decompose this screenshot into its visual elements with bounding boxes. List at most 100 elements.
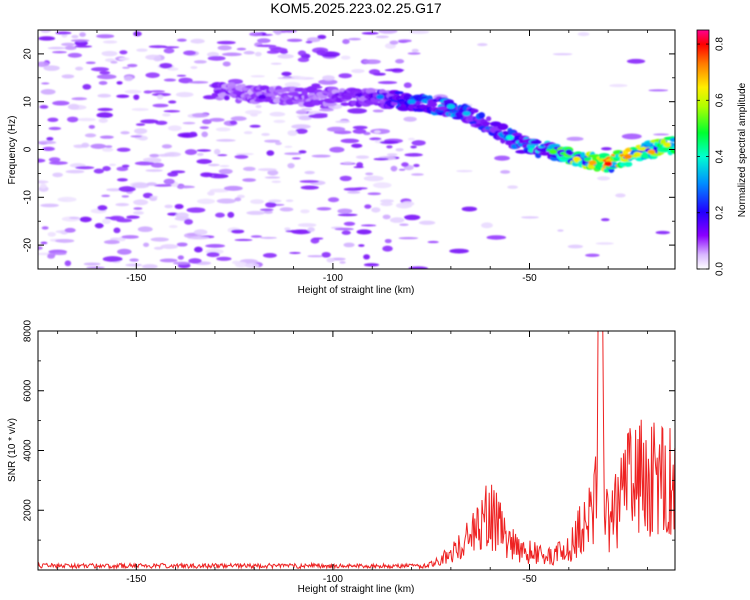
heatmap-cell xyxy=(143,242,150,247)
heatmap-cell xyxy=(382,245,393,252)
heatmap-cell xyxy=(341,96,353,100)
heatmap-cell xyxy=(158,153,171,157)
heatmap-cell xyxy=(497,123,509,131)
heatmap-cell xyxy=(246,210,266,215)
heatmap-cell xyxy=(145,169,163,172)
heatmap-cell xyxy=(243,131,253,135)
heatmap-cell xyxy=(40,241,48,245)
heatmap-cell xyxy=(102,166,111,172)
heatmap-cell xyxy=(223,95,230,101)
heatmap-cell xyxy=(507,185,519,189)
colorbar-tick-label: 0.4 xyxy=(715,149,726,163)
heatmap-peak xyxy=(376,94,385,100)
heatmap-cell xyxy=(140,119,159,124)
heatmap-cell xyxy=(124,89,142,94)
heatmap-cell xyxy=(163,48,175,54)
heatmap-cell xyxy=(340,138,360,144)
heatmap-cell xyxy=(645,142,653,147)
x-tick-label: -100 xyxy=(323,574,343,585)
heatmap-cell xyxy=(79,216,92,223)
heatmap-cell xyxy=(190,236,210,240)
heatmap-cell xyxy=(53,252,67,256)
heatmap-cell xyxy=(199,126,209,130)
heatmap-cell xyxy=(206,51,220,58)
heatmap-cell xyxy=(170,170,186,174)
heatmap-cell xyxy=(552,53,573,56)
heatmap-cell xyxy=(363,175,384,182)
heatmap-cell xyxy=(109,215,125,221)
heatmap-peak xyxy=(505,135,514,141)
heatmap-cell xyxy=(39,183,47,189)
heatmap-cell xyxy=(358,244,365,247)
heatmap-cell xyxy=(184,149,198,156)
heatmap-cell xyxy=(566,136,584,142)
heatmap-cell xyxy=(403,214,421,221)
heatmap-cell xyxy=(671,145,675,150)
heatmap-cell xyxy=(390,165,398,172)
heatmap-cell xyxy=(243,50,255,55)
heatmap-cell xyxy=(96,112,113,119)
heatmap-cell xyxy=(360,224,377,227)
heatmap-cell xyxy=(365,87,376,94)
heatmap-cell xyxy=(176,38,187,42)
heatmap-cell xyxy=(297,76,307,80)
heatmap-cell xyxy=(217,45,232,51)
x-tick-label: -50 xyxy=(522,574,537,585)
heatmap-cell xyxy=(363,254,370,260)
heatmap-peak xyxy=(446,103,455,109)
heatmap-cell xyxy=(264,176,281,179)
heatmap-cell xyxy=(259,236,277,239)
heatmap-cell xyxy=(494,155,510,161)
heatmap-cell xyxy=(321,251,331,258)
heatmap-cell xyxy=(75,166,95,170)
heatmap-cell xyxy=(38,140,57,145)
heatmap-cell xyxy=(131,107,149,111)
heatmap-cell xyxy=(300,209,310,214)
heatmap-cell xyxy=(317,34,327,40)
heatmap-cell xyxy=(151,92,172,97)
heatmap-cell xyxy=(411,48,419,53)
heatmap-cell xyxy=(131,182,150,189)
heatmap-cell xyxy=(98,81,108,85)
heatmap-cell xyxy=(348,37,361,41)
heatmap-cell xyxy=(38,158,46,163)
heatmap-cell xyxy=(363,59,381,65)
heatmap-cell xyxy=(456,169,473,173)
heatmap-cell xyxy=(378,30,398,34)
heatmap-cell xyxy=(115,203,130,207)
heatmap-cell xyxy=(314,113,328,116)
heatmap-cell xyxy=(148,45,168,49)
heatmap-cell xyxy=(337,208,353,214)
heatmap-cell xyxy=(277,54,294,59)
heatmap-cell xyxy=(327,197,340,203)
heatmap-cell xyxy=(335,120,351,124)
heatmap-cell xyxy=(284,81,301,88)
heatmap-peak xyxy=(647,149,656,155)
heatmap-cell xyxy=(38,246,43,250)
heatmap-cell xyxy=(326,257,335,263)
spectrogram-xlabel: Height of straight line (km) xyxy=(298,285,415,296)
heatmap-cell xyxy=(243,166,256,172)
heatmap-cell xyxy=(116,147,131,152)
heatmap-cell xyxy=(99,71,111,75)
heatmap-cell xyxy=(600,218,610,222)
heatmap-cell xyxy=(46,136,54,141)
heatmap-cell xyxy=(380,201,393,207)
heatmap-cell xyxy=(271,180,281,183)
heatmap-cell xyxy=(287,130,298,136)
heatmap-cell xyxy=(291,124,311,129)
heatmap-cell xyxy=(163,78,177,82)
heatmap-cell xyxy=(188,81,209,84)
heatmap-cell xyxy=(231,260,241,265)
heatmap-cell xyxy=(351,69,365,74)
heatmap-cell xyxy=(353,166,365,169)
heatmap-cell xyxy=(190,66,198,69)
heatmap-cell xyxy=(298,115,312,121)
heatmap-cell xyxy=(67,52,83,58)
heatmap-cell xyxy=(411,140,426,146)
heatmap-cell xyxy=(343,187,362,192)
heatmap-cell xyxy=(216,40,236,45)
heatmap-cell xyxy=(274,30,282,35)
heatmap-cell xyxy=(90,67,110,72)
heatmap-cell xyxy=(477,43,488,47)
